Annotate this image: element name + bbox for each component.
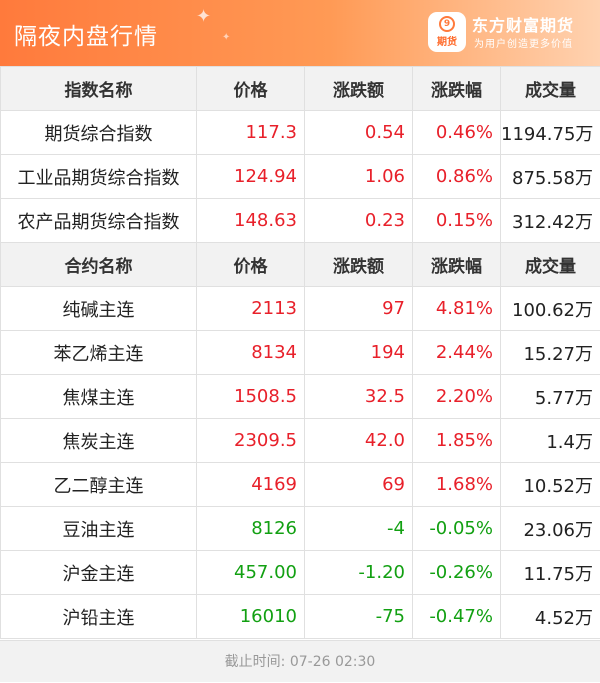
volume-cell: 11.75万 (501, 551, 600, 595)
brand-badge-icon: 9 期货 (428, 12, 466, 52)
price-cell: 148.63 (197, 199, 305, 243)
price-cell: 124.94 (197, 155, 305, 199)
brand-slogan: 为用户创造更多价值 (474, 35, 573, 50)
change-cell: 0.23 (305, 199, 413, 243)
change-cell: -75 (305, 595, 413, 639)
volume-cell: 23.06万 (501, 507, 600, 551)
contract-header-row: 合约名称价格涨跌额涨跌幅成交量 (1, 243, 600, 287)
cutoff-time: 截止时间: 07-26 02:30 (0, 640, 600, 682)
price-cell: 4169 (197, 463, 305, 507)
instrument-name: 农产品期货综合指数 (1, 199, 197, 243)
change-cell: 194 (305, 331, 413, 375)
volume-cell: 10.52万 (501, 463, 600, 507)
volume-cell: 1194.75万 (501, 111, 600, 155)
volume-cell: 100.62万 (501, 287, 600, 331)
pct-change-cell: -0.05% (413, 507, 501, 551)
instrument-name: 焦炭主连 (1, 419, 197, 463)
instrument-name: 苯乙烯主连 (1, 331, 197, 375)
index-header-row: 指数名称价格涨跌额涨跌幅成交量 (1, 67, 600, 111)
sparkle-icon: ✦ (196, 6, 211, 27)
volume-cell: 15.27万 (501, 331, 600, 375)
price-cell: 8126 (197, 507, 305, 551)
brand-badge-label: 期货 (437, 33, 457, 48)
contract-price-header: 价格 (197, 243, 305, 287)
pct-change-cell: 2.20% (413, 375, 501, 419)
index-name-header: 指数名称 (1, 67, 197, 111)
contract-pct-header: 涨跌幅 (413, 243, 501, 287)
instrument-name: 纯碱主连 (1, 287, 197, 331)
index-price-header: 价格 (197, 67, 305, 111)
instrument-name: 乙二醇主连 (1, 463, 197, 507)
change-cell: 1.06 (305, 155, 413, 199)
instrument-name: 工业品期货综合指数 (1, 155, 197, 199)
header-banner: 隔夜内盘行情 ✦ ✦ 9 期货 东方财富期货 为用户创造更多价值 (0, 0, 600, 66)
contract-name-header: 合约名称 (1, 243, 197, 287)
change-cell: 69 (305, 463, 413, 507)
change-cell: 97 (305, 287, 413, 331)
brand-ring-icon: 9 (439, 16, 455, 32)
change-cell: 32.5 (305, 375, 413, 419)
page-title: 隔夜内盘行情 (14, 17, 158, 51)
price-cell: 457.00 (197, 551, 305, 595)
volume-cell: 875.58万 (501, 155, 600, 199)
price-cell: 8134 (197, 331, 305, 375)
pct-change-cell: 0.15% (413, 199, 501, 243)
brand-logo[interactable]: 9 期货 东方财富期货 为用户创造更多价值 (428, 10, 588, 56)
change-cell: -1.20 (305, 551, 413, 595)
volume-cell: 312.42万 (501, 199, 600, 243)
pct-change-cell: 0.86% (413, 155, 501, 199)
index-pct-header: 涨跌幅 (413, 67, 501, 111)
pct-change-cell: 0.46% (413, 111, 501, 155)
volume-cell: 4.52万 (501, 595, 600, 639)
pct-change-cell: 1.68% (413, 463, 501, 507)
contract-change-header: 涨跌额 (305, 243, 413, 287)
sparkle-small-icon: ✦ (222, 32, 230, 43)
pct-change-cell: 2.44% (413, 331, 501, 375)
pct-change-cell: 1.85% (413, 419, 501, 463)
price-cell: 117.3 (197, 111, 305, 155)
price-cell: 2309.5 (197, 419, 305, 463)
pct-change-cell: -0.26% (413, 551, 501, 595)
index-change-header: 涨跌额 (305, 67, 413, 111)
pct-change-cell: -0.47% (413, 595, 501, 639)
price-cell: 16010 (197, 595, 305, 639)
instrument-name: 期货综合指数 (1, 111, 197, 155)
price-cell: 1508.5 (197, 375, 305, 419)
price-cell: 2113 (197, 287, 305, 331)
instrument-name: 沪金主连 (1, 551, 197, 595)
change-cell: 42.0 (305, 419, 413, 463)
change-cell: -4 (305, 507, 413, 551)
brand-name: 东方财富期货 (472, 12, 574, 36)
instrument-name: 沪铅主连 (1, 595, 197, 639)
change-cell: 0.54 (305, 111, 413, 155)
volume-cell: 5.77万 (501, 375, 600, 419)
contract-volume-header: 成交量 (501, 243, 600, 287)
instrument-name: 焦煤主连 (1, 375, 197, 419)
index-volume-header: 成交量 (501, 67, 600, 111)
pct-change-cell: 4.81% (413, 287, 501, 331)
volume-cell: 1.4万 (501, 419, 600, 463)
instrument-name: 豆油主连 (1, 507, 197, 551)
